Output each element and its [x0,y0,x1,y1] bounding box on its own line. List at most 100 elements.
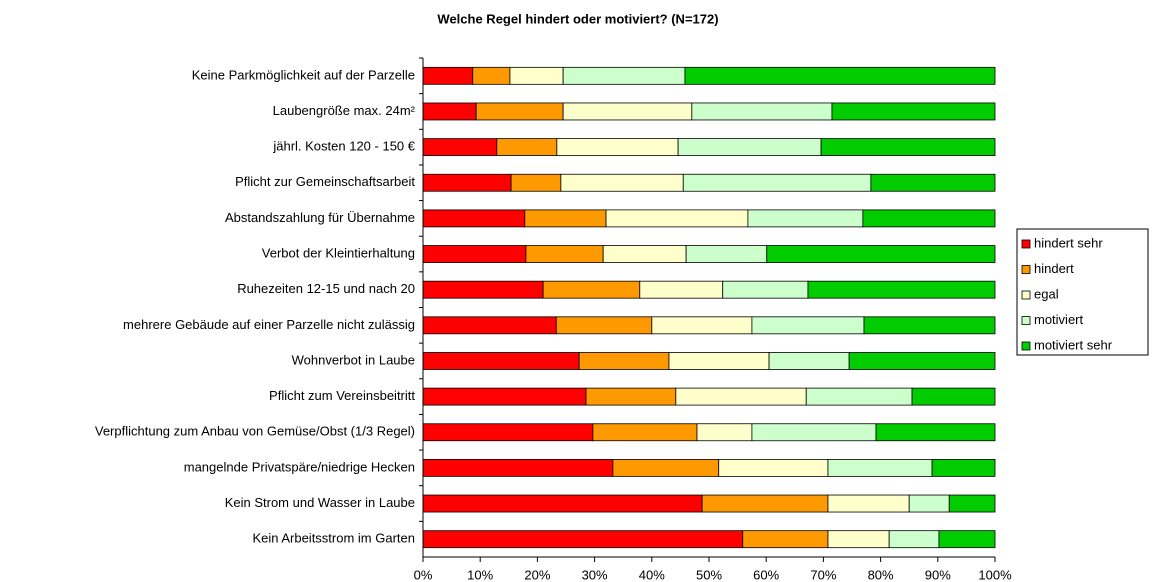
bar-segment [578,352,670,370]
bar-segment [422,387,587,406]
bar-segment [556,138,679,157]
bar-segment [848,352,996,370]
bar-segment [422,66,474,85]
bar-segment [472,66,511,85]
bar-segment [422,209,526,228]
bar-segment [496,138,558,157]
bar-segment [684,66,996,85]
bar-segment [510,173,562,192]
y-tick-label: mangelnde Privatspäre/niedrige Hecken [184,459,415,474]
bar-segment [863,316,996,335]
y-tick-label: Pflicht zum Vereinsbeitritt [269,388,415,403]
x-tick-label: 70% [810,567,836,582]
legend-swatch [1021,316,1031,325]
bar-segment [938,530,996,549]
bar-segment [742,530,829,549]
bar-segment [675,387,807,406]
legend-label: motiviert sehr [1034,337,1113,352]
y-tick-label: Verpflichtung zum Anbau von Gemüse/Obst … [95,424,415,439]
x-tick-label: 20% [524,567,550,582]
x-tick-label: 50% [696,567,722,582]
bar-segment [747,209,864,228]
x-tick-label: 90% [925,567,951,582]
y-tick-label: Kein Strom und Wasser in Laube [225,495,415,510]
bar-segment [768,352,850,370]
x-tick-label: 60% [753,567,779,582]
legend-swatch [1021,341,1031,351]
legend-label: hindert sehr [1034,235,1103,250]
bar-segment [422,280,544,299]
x-tick-label: 0% [414,567,433,582]
x-tick-label: 30% [582,567,608,582]
bar-segment [422,102,477,121]
bar-segment [422,352,580,370]
bar-segment [875,423,996,442]
bar-segment [718,458,829,477]
bar-segment [677,138,822,157]
bar-segment [592,423,698,442]
legend-swatch [1021,290,1031,300]
legend-box [1016,228,1149,356]
bar-segment [948,494,996,513]
legend-label: egal [1034,286,1059,301]
bar-segment [422,494,703,513]
bar-segment [562,66,686,85]
bar-segment [542,280,641,299]
bar-segment [555,316,653,335]
x-tick-label: 100% [978,567,1012,582]
bar-segment [422,458,614,477]
y-tick-label: Wohnverbot in Laube [292,352,415,367]
bar-segment [668,352,770,370]
bar-segment [696,423,753,442]
y-tick-label: Ruhezeiten 12-15 und nach 20 [237,281,415,296]
y-tick-label: Pflicht zur Gemeinschaftsarbeit [235,174,415,189]
bar-segment [585,387,677,406]
bar-segment [605,209,749,228]
bar-segment [639,280,724,299]
y-tick-label: Keine Parkmöglichkeit auf der Parzelle [192,67,415,82]
bar-segment [682,173,872,192]
bar-segment [524,209,607,228]
bar-segment [422,316,557,335]
y-tick-label: jährl. Kosten 120 - 150 € [272,139,415,154]
y-tick-label: Verbot der Kleintierhaltung [262,245,415,260]
bar-segment [722,280,809,299]
bar-segment [870,173,996,192]
bar-segment [475,102,564,121]
y-tick-label: Laubengröße max. 24m² [273,103,416,118]
bar-segment [612,458,720,477]
bar-segment [931,458,996,477]
bar-segment [422,423,594,442]
x-tick-label: 40% [639,567,665,582]
bar-segment [888,530,940,549]
y-tick-label: Abstandszahlung für Übernahme [225,210,415,225]
bar-segment [422,245,527,263]
bar-segment [509,66,564,85]
chart-title: Welche Regel hindert oder motiviert? (N=… [437,11,718,26]
bar-segment [807,280,996,299]
bar-segment [827,530,890,549]
bar-segment [911,387,996,406]
bar-segment [751,423,877,442]
bar-segment [862,209,996,228]
legend-swatch [1021,239,1031,249]
bar-segment [562,102,693,121]
legend-swatch [1021,265,1031,274]
bar-segment [422,173,512,192]
bar-segment [691,102,833,121]
bar-segment [651,316,753,335]
bar-segment [422,138,498,157]
bar-segment [908,494,950,513]
bar-segment [827,494,910,513]
legend-label: hindert [1034,261,1074,276]
legend-label: motiviert [1034,312,1084,327]
bar-segment [831,102,996,121]
bar-segment [766,245,996,263]
y-tick-label: mehrere Gebäude auf einer Parzelle nicht… [123,317,415,332]
bar-segment [525,245,604,263]
bar-segment [685,245,768,263]
bar-segment [602,245,687,263]
y-tick-label: Kein Arbeitsstrom im Garten [252,531,415,546]
bar-segment [827,458,933,477]
x-tick-label: 10% [467,567,493,582]
